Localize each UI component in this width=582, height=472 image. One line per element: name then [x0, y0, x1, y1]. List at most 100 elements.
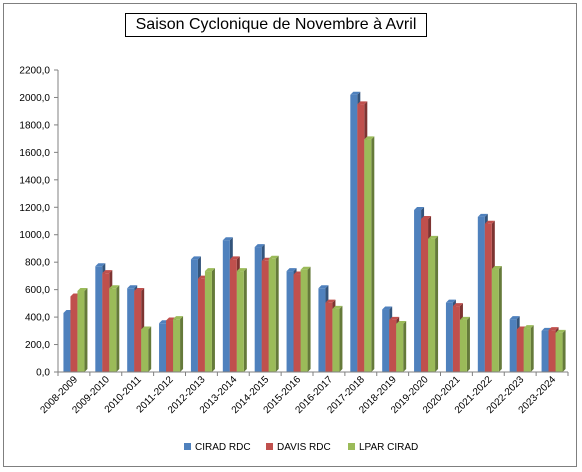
- legend-swatch: [266, 443, 273, 450]
- bar-front: [509, 319, 517, 372]
- bar-front: [421, 218, 429, 372]
- bar-front: [445, 302, 453, 372]
- bar-top: [190, 256, 201, 260]
- bar-top: [491, 266, 502, 270]
- bar: [173, 316, 184, 372]
- bar-top: [204, 268, 215, 272]
- bar-front: [286, 271, 294, 372]
- bar-top: [396, 320, 407, 324]
- bar-side: [498, 266, 502, 372]
- bar-side: [116, 285, 120, 372]
- bar-front: [477, 216, 485, 372]
- bar-top: [459, 316, 470, 320]
- bar-front: [109, 288, 117, 372]
- bar-top: [428, 235, 439, 239]
- bar: [555, 329, 566, 372]
- bar-front: [325, 302, 333, 372]
- bar-front: [414, 210, 422, 372]
- bar-top: [477, 213, 488, 217]
- bar-front: [389, 319, 397, 372]
- y-tick-label: 1600,0: [19, 148, 50, 159]
- bar-front: [332, 308, 340, 372]
- bar-front: [70, 296, 78, 372]
- bar-side: [180, 316, 184, 372]
- bar-front: [555, 332, 563, 372]
- bar-front: [491, 269, 499, 372]
- bar-front: [261, 260, 269, 372]
- bar-front: [293, 274, 301, 372]
- bar-side: [562, 329, 566, 372]
- bars: [63, 91, 566, 373]
- y-tick-label: 600,0: [25, 285, 50, 296]
- bar-front: [197, 278, 205, 372]
- bar-top: [421, 215, 432, 219]
- bar-top: [509, 316, 520, 320]
- bar-front: [222, 240, 230, 372]
- bar-top: [268, 255, 279, 259]
- legend-label: DAVIS RDC: [277, 442, 331, 453]
- legend-label: LPAR CIRAD: [359, 442, 418, 453]
- bar-top: [286, 268, 297, 272]
- bar-front: [173, 319, 181, 372]
- bar-top: [229, 256, 240, 260]
- y-tick-label: 1200,0: [19, 203, 50, 214]
- bar-top: [325, 299, 336, 303]
- bar-side: [435, 235, 439, 372]
- bar-side: [530, 325, 534, 372]
- bar-top: [523, 325, 534, 329]
- legend-item: DAVIS RDC: [266, 442, 331, 453]
- y-tick-label: 200,0: [25, 340, 50, 351]
- bar: [523, 325, 534, 372]
- bar-front: [428, 238, 436, 372]
- bar-side: [84, 288, 88, 372]
- bar-front: [459, 319, 467, 372]
- bar-front: [452, 306, 460, 372]
- bar-front: [382, 309, 390, 372]
- bar-top: [127, 285, 138, 289]
- y-tick-label: 0,0: [36, 368, 50, 379]
- bar-top: [236, 268, 247, 272]
- bar-front: [159, 323, 167, 372]
- bar-front: [484, 223, 492, 372]
- bar-top: [445, 299, 456, 303]
- bar-top: [134, 288, 145, 292]
- legend-item: LPAR CIRAD: [348, 442, 418, 453]
- y-tick-label: 1800,0: [19, 120, 50, 131]
- legend-item: CIRAD RDC: [184, 442, 251, 453]
- bar-front: [166, 320, 174, 372]
- bar-front: [318, 288, 326, 372]
- y-tick-label: 1400,0: [19, 175, 50, 186]
- bar-top: [109, 285, 120, 289]
- bar-front: [254, 247, 262, 372]
- bar-side: [211, 268, 215, 372]
- bar-top: [77, 288, 88, 292]
- legend-label: CIRAD RDC: [195, 442, 251, 453]
- bar-top: [318, 285, 329, 289]
- bar-top: [141, 326, 152, 330]
- bar: [109, 285, 120, 372]
- bar-top: [350, 91, 361, 95]
- bar: [396, 320, 407, 372]
- bar-front: [229, 259, 237, 372]
- y-axis: 0,0 200,0 400,0 600,0 800,0 1000,0 1200,0 1400,…: [19, 66, 59, 379]
- bar-side: [243, 268, 247, 372]
- y-tick-label: 2200,0: [19, 66, 50, 77]
- bar: [141, 326, 152, 372]
- chart-title: Saison Cyclonique de Novembre à Avril: [125, 13, 427, 37]
- bar-front: [127, 288, 135, 372]
- bar-side: [466, 316, 470, 372]
- bar: [268, 255, 279, 372]
- bar-front: [548, 330, 556, 372]
- bar-front: [204, 271, 212, 372]
- y-tick-label: 800,0: [25, 258, 50, 269]
- bar-front: [95, 266, 103, 372]
- bar-front: [236, 271, 244, 372]
- bar-front: [268, 258, 276, 372]
- legend-swatch: [348, 443, 355, 450]
- bar-side: [307, 266, 311, 372]
- bar-top: [484, 220, 495, 224]
- bar-front: [63, 312, 71, 372]
- bar-top: [95, 263, 106, 267]
- bar: [77, 288, 88, 372]
